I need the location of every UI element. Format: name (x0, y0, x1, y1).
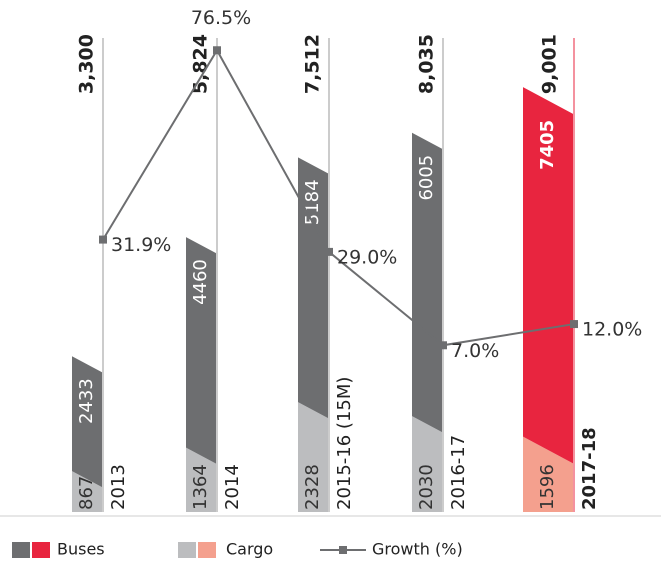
growth-label: 29.0% (337, 246, 397, 268)
x-tick-label: 2016-17 (448, 435, 469, 510)
legend-label: Growth (%) (372, 540, 463, 559)
bar-cargo (523, 436, 573, 512)
growth-marker (213, 46, 221, 55)
growth-label: 12.0% (582, 319, 642, 341)
growth-label: 7.0% (451, 340, 499, 362)
cargo-label: 2030 (416, 464, 437, 510)
legend-swatch (32, 542, 50, 558)
growth-marker (99, 235, 107, 244)
bar-buses (298, 157, 328, 419)
bus-label: 6005 (416, 155, 437, 201)
total-label: 9,001 (539, 34, 561, 94)
x-tick-label: 2017-18 (579, 427, 600, 510)
cargo-label: 2328 (302, 464, 323, 510)
x-tick-label: 2014 (222, 464, 243, 510)
growth-marker (325, 247, 333, 256)
bar-cargo (72, 471, 102, 512)
total-label: 8,035 (416, 34, 438, 94)
bus-label: 7405 (537, 120, 558, 170)
legend-swatch (12, 542, 30, 558)
bus-label: 2433 (76, 378, 97, 424)
total-label: 7,512 (302, 34, 324, 94)
bus-label: 5184 (302, 179, 323, 225)
bar-cargo (412, 416, 442, 512)
total-label: 5,824 (190, 34, 212, 94)
growth-marker (570, 320, 578, 329)
legend-swatch (178, 542, 196, 558)
x-tick-label: 2015-16 (15M) (334, 377, 355, 510)
cargo-label: 1364 (190, 464, 211, 510)
bar-buses (412, 132, 442, 433)
bar-buses (523, 87, 573, 464)
cargo-label: 1596 (537, 464, 558, 510)
bar-buses (72, 356, 102, 488)
legend-marker (339, 546, 347, 554)
bus-label: 4460 (190, 259, 211, 305)
bar-cargo (298, 402, 328, 512)
legend-label: Buses (57, 540, 105, 559)
bar-buses (186, 237, 216, 464)
legend-label: Cargo (226, 540, 273, 559)
cargo-label: 867 (76, 476, 97, 510)
bar-cargo (186, 447, 216, 512)
legend-swatch (198, 542, 216, 558)
growth-line (102, 48, 575, 347)
x-tick-label: 2013 (108, 464, 129, 510)
total-label: 3,300 (76, 34, 98, 94)
growth-marker (439, 341, 447, 350)
growth-label: 31.9% (111, 234, 171, 256)
growth-label: 76.5% (191, 7, 251, 29)
